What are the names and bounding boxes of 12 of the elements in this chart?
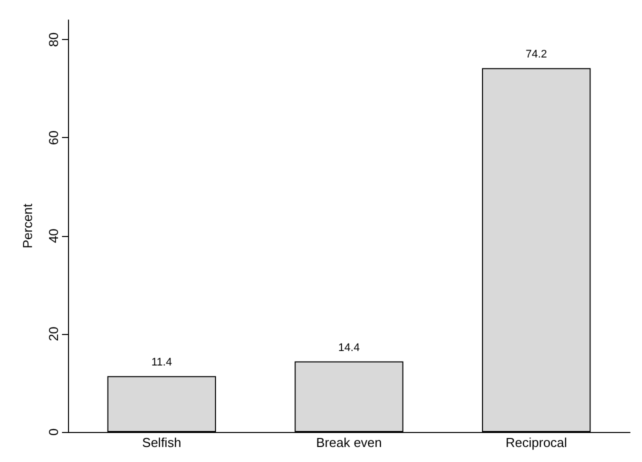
y-tick-label: 60 — [46, 130, 61, 145]
data-label: 14.4 — [338, 342, 360, 354]
data-label: 11.4 — [151, 356, 172, 369]
y-axis-title: Percent — [20, 203, 35, 248]
y-tick-label: 80 — [46, 32, 61, 47]
x-tick-label: Selfish — [142, 435, 182, 450]
data-label: 74.2 — [526, 48, 548, 61]
y-tick-label: 20 — [46, 326, 61, 342]
x-tick-label: Break even — [316, 435, 382, 450]
y-tick-label: 40 — [46, 228, 61, 244]
y-tick-label: 0 — [46, 428, 61, 436]
x-tick-label: Reciprocal — [506, 435, 568, 450]
